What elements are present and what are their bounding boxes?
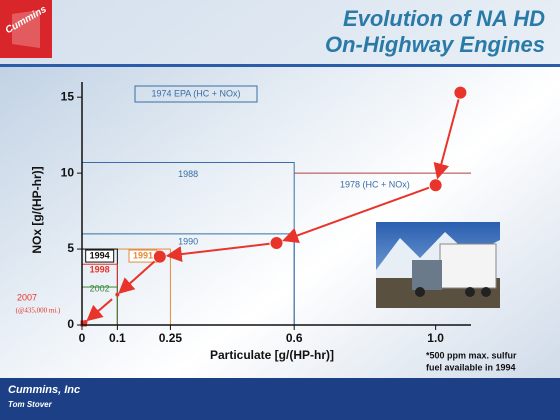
progress-arrow [86, 298, 113, 322]
engine-point [115, 292, 120, 297]
progress-arrow [282, 186, 430, 244]
progress-arrow [433, 99, 460, 180]
logo-shape [12, 10, 40, 48]
title-line1: Evolution of NA HD [343, 6, 545, 31]
title-line2: On-Highway Engines [325, 32, 545, 57]
label-1978: 1978 (HC + NOx) [340, 180, 410, 190]
standard-label: 1990 [178, 236, 198, 246]
x-tick-label: 1.0 [427, 331, 444, 345]
header-band [0, 0, 560, 66]
x-axis-title: Particulate [g/(HP-hr)] [210, 348, 334, 362]
footer-author: Tom Stover [8, 400, 53, 409]
standard-2007-note: (@435,000 mi.) [16, 307, 61, 315]
standard-label: 1994 [90, 250, 110, 260]
standard-label: 1988 [178, 169, 198, 179]
x-tick-label: 0.6 [286, 331, 303, 345]
y-tick-label: 10 [61, 165, 75, 179]
standard-label: 2007 [17, 292, 37, 302]
y-tick-label: 0 [67, 317, 74, 331]
footnote-line2: fuel available in 1994 [426, 362, 516, 372]
footer-company: Cummins, Inc [8, 384, 80, 396]
y-tick-label: 5 [67, 241, 74, 255]
y-tick-label: 15 [61, 89, 75, 103]
x-tick-label: 0.1 [109, 331, 126, 345]
footer-band [0, 378, 560, 420]
standard-label: 1991 [133, 250, 153, 260]
footnote-line1: *500 ppm max. sulfur [426, 350, 517, 360]
standard-label: 1998 [90, 265, 110, 275]
engine-point [454, 86, 467, 99]
engine-point [429, 179, 442, 192]
epa-1974-box [134, 85, 258, 103]
standard-label-box [85, 249, 115, 263]
truck-photo [376, 222, 500, 308]
engine-point [153, 250, 166, 263]
header-rule [0, 64, 560, 67]
progress-arrow [118, 260, 156, 294]
engine-point [83, 319, 88, 324]
x-tick-label: 0.25 [159, 331, 183, 345]
progress-arrow [165, 242, 270, 263]
y-axis-title: NOx [g/(HP-hr)] [30, 166, 44, 253]
x-tick-label: 0 [79, 331, 86, 345]
logo-box [0, 0, 52, 58]
standard-label: 2002 [90, 283, 110, 293]
engine-point [270, 236, 283, 249]
epa-1974-label: 1974 EPA (HC + NOx) [151, 88, 240, 98]
